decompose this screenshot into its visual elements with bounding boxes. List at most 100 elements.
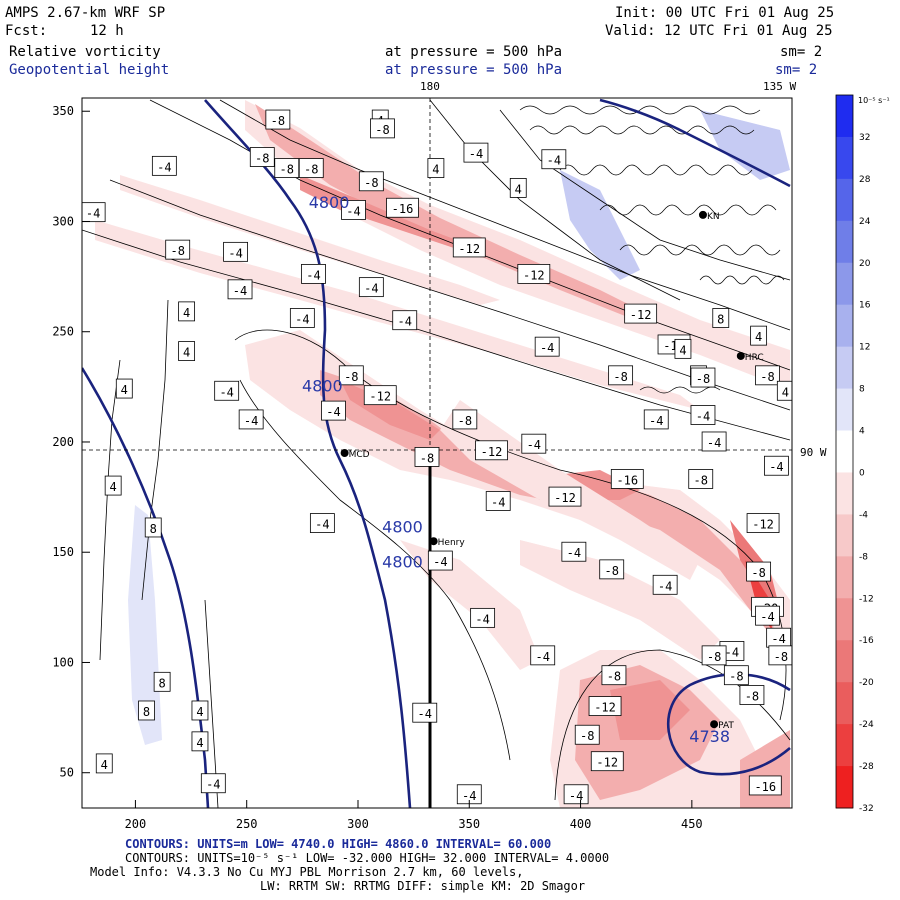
vorticity-label: -8: [358, 171, 384, 192]
vorticity-label: -8: [755, 365, 780, 386]
valid-time: Valid: 12 UTC Fri 01 Aug 25: [605, 23, 833, 39]
colorbar-label: 12: [859, 343, 870, 353]
colorbar-frame: [835, 94, 854, 809]
x-tick-label: 300: [347, 817, 369, 831]
vorticity-label: 8: [712, 308, 730, 328]
colorbar-label: -4: [859, 510, 868, 520]
height-contour-labels: 4800 4800 4800 4800 4738: [302, 193, 730, 746]
svg-text:-8: -8: [364, 176, 378, 190]
vorticity-label: -4: [563, 784, 589, 805]
vorticity-label: -4: [530, 645, 556, 666]
colorbar-unit: 10⁻⁵ s⁻¹: [858, 96, 890, 105]
svg-text:-12: -12: [554, 491, 576, 505]
x-tick-label: 350: [458, 817, 480, 831]
vorticity-label: -4: [701, 431, 727, 452]
vorticity-label: -12: [363, 385, 397, 406]
svg-text:-4: -4: [206, 778, 220, 792]
vorticity-label: 4: [427, 158, 445, 178]
svg-text:-16: -16: [392, 202, 414, 216]
vorticity-label: 4: [509, 178, 527, 198]
colorbar-label: 28: [859, 175, 871, 185]
vorticity-label: -8: [688, 469, 714, 489]
svg-text:-4: -4: [346, 204, 360, 218]
fcst-value: 12 h: [90, 23, 124, 39]
vorticity-label: -4: [561, 541, 587, 562]
svg-text:-12: -12: [752, 518, 774, 532]
vorticity-label: -12: [548, 486, 582, 507]
svg-text:MCD: MCD: [349, 450, 370, 460]
vorticity-label: -8: [701, 645, 727, 666]
vorticity-label: 4: [674, 338, 692, 359]
footer-vorticity-contours: CONTOURS: UNITS=10⁻⁵ s⁻¹ LOW= -32.000 HI…: [125, 851, 610, 865]
vorticity-label: -12: [746, 513, 780, 533]
station-markers: MCD Henry HRC KN PAT: [340, 210, 764, 731]
vorticity-label: -4: [392, 310, 418, 331]
vorticity-label: -4: [764, 455, 789, 476]
svg-text:-8: -8: [255, 152, 269, 166]
colorbar-swatch: [836, 136, 853, 180]
vorticity-label: -12: [475, 440, 508, 461]
svg-text:4: 4: [101, 758, 108, 772]
colorbar: 32 28 24 20 16 12 8 4 0 -4 -8 -12 -16 -20 -24 -28 -32: [835, 94, 874, 814]
y-tick-label: 100: [52, 655, 74, 669]
colorbar-label: -28: [859, 762, 874, 772]
vorticity-label: -8: [452, 409, 478, 430]
fcst-label: Fcst:: [5, 23, 48, 39]
svg-text:-12: -12: [481, 445, 503, 459]
y-tick-label: 250: [52, 325, 74, 339]
svg-text:-4: -4: [86, 207, 100, 221]
svg-text:4: 4: [196, 705, 203, 719]
svg-text:-4: -4: [769, 460, 783, 474]
svg-text:4: 4: [183, 306, 190, 320]
colorbar-label: 4: [859, 427, 865, 437]
colorbar-swatch: [836, 304, 853, 348]
x-axis-ticks: 200 250 300 350 400 450: [125, 800, 703, 831]
x-tick-label: 200: [125, 817, 147, 831]
svg-text:Henry: Henry: [438, 538, 466, 548]
colorbar-label: -24: [859, 720, 874, 730]
vorticity-label: -4: [690, 405, 716, 425]
field1-name: Relative vorticity: [9, 44, 161, 60]
field1-smoothing: sm= 2: [780, 44, 823, 60]
vorticity-label: -4: [341, 200, 366, 220]
vorticity-label: -8: [690, 367, 716, 388]
svg-text:-8: -8: [751, 566, 765, 580]
x-tick-label: 400: [570, 817, 592, 831]
svg-text:-4: -4: [233, 284, 247, 298]
vorticity-label: -4: [82, 202, 106, 223]
svg-text:-4: -4: [475, 612, 489, 626]
vorticity-label: -4: [321, 400, 346, 421]
vorticity-label: -8: [274, 158, 300, 178]
field2-name: Geopotential height: [9, 62, 170, 78]
colorbar-swatch: [836, 430, 853, 473]
svg-text:-4: -4: [462, 789, 476, 803]
vorticity-label: 4: [178, 301, 196, 322]
svg-text:-8: -8: [707, 650, 721, 664]
colorbar-swatch: [836, 514, 853, 557]
vorticity-label: -8: [165, 239, 191, 260]
svg-text:-4: -4: [567, 546, 581, 560]
colorbar-swatch: [836, 472, 853, 515]
svg-text:-4: -4: [696, 410, 710, 424]
colorbar-swatch: [836, 388, 853, 432]
colorbar-swatch: [836, 724, 853, 767]
y-tick-label: 350: [52, 104, 74, 118]
svg-text:-8: -8: [304, 163, 318, 177]
svg-text:-8: -8: [729, 670, 743, 684]
vorticity-label: -4: [541, 149, 567, 170]
station-kn: KN: [698, 210, 720, 222]
y-tick-label: 300: [52, 214, 74, 228]
vorticity-label: -16: [386, 197, 419, 218]
vorticity-label: -8: [768, 645, 792, 666]
svg-text:4: 4: [515, 182, 522, 196]
svg-text:-4: -4: [807, 476, 821, 490]
vorticity-label: -8: [414, 447, 440, 467]
colorbar-label: 0: [859, 468, 865, 478]
vorticity-label: 4: [750, 325, 768, 346]
colorbar-label: -16: [859, 636, 874, 646]
colorbar-swatch: [836, 766, 853, 809]
vorticity-label: -8: [739, 685, 765, 705]
vorticity-label: -4: [802, 472, 826, 491]
vorticity-label: 4: [191, 700, 209, 721]
svg-text:-4: -4: [469, 147, 483, 161]
